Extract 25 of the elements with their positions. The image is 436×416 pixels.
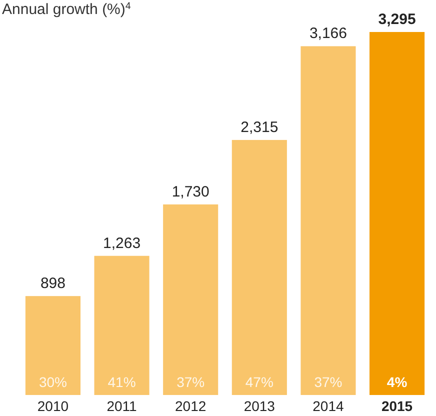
x-tick-label: 2013 bbox=[244, 398, 276, 414]
bar bbox=[163, 204, 218, 395]
data-label: 3,166 bbox=[309, 25, 347, 42]
x-tick-label: 2015 bbox=[381, 398, 413, 414]
bar bbox=[25, 296, 80, 395]
annotation: 41% bbox=[108, 374, 136, 390]
annotation: 37% bbox=[176, 374, 205, 390]
bar bbox=[232, 140, 287, 395]
x-tick-label: 2010 bbox=[37, 398, 69, 414]
bar bbox=[370, 32, 425, 395]
data-label: 1,730 bbox=[172, 183, 210, 200]
annotation: 4% bbox=[386, 374, 408, 390]
data-label: 1,263 bbox=[103, 234, 141, 252]
x-tick-label: 2011 bbox=[106, 398, 138, 414]
annotation: 37% bbox=[314, 374, 342, 390]
annotation: 47% bbox=[245, 374, 274, 390]
data-label: 898 bbox=[40, 275, 66, 292]
chart-title: Annual growth (%)$^{4}$ bbox=[2, 0, 132, 18]
bar bbox=[300, 46, 356, 395]
x-tick-label: 2012 bbox=[175, 398, 206, 414]
bar bbox=[94, 256, 150, 395]
x-tick-label: 2014 bbox=[312, 398, 344, 414]
data-label: 3,295 bbox=[378, 11, 416, 28]
data-label: 2,315 bbox=[240, 118, 278, 136]
annotation: 30% bbox=[38, 374, 67, 390]
